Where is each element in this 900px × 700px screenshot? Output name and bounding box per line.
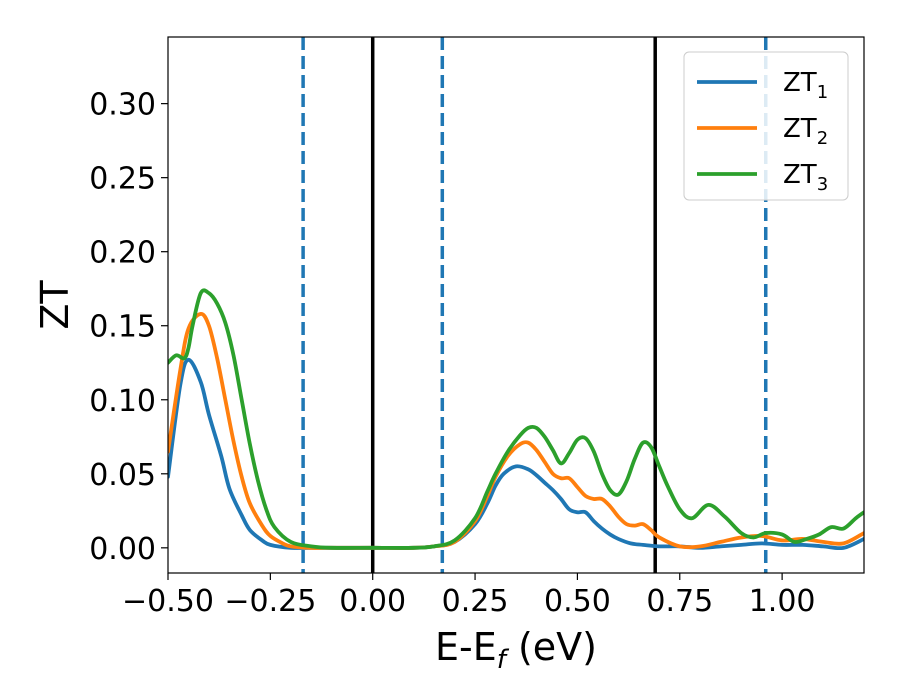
series-line-zt2	[168, 311, 864, 550]
legend-label-zt2: ZT2	[783, 114, 828, 149]
y-tick-label: 0.20	[89, 236, 156, 271]
x-tick-label: −0.25	[224, 584, 316, 619]
x-axis-label: E-Ef (eV)	[435, 625, 597, 675]
reference-lines	[301, 37, 768, 573]
x-tick-label: 1.00	[749, 584, 816, 619]
x-tick-label: 0.50	[544, 584, 611, 619]
legend: ZT1 ZT2 ZT3	[683, 51, 849, 201]
x-axis-label-unit: (eV)	[506, 625, 597, 669]
y-tick-label: 0.30	[89, 88, 156, 123]
y-tick-label: 0.25	[89, 162, 156, 197]
legend-label-zt3: ZT3	[783, 160, 828, 195]
x-tick-label: 0.25	[442, 584, 509, 619]
y-tick-label: 0.00	[89, 532, 156, 567]
x-axis-label-main: E-E	[435, 625, 497, 669]
legend-label-zt1: ZT1	[783, 68, 828, 103]
legend-box	[683, 51, 849, 201]
y-tick-label: 0.05	[89, 458, 156, 493]
y-axis: 0.00 0.05 0.10 0.15 0.20 0.25 0.30	[89, 88, 168, 567]
x-tick-label: 0.75	[646, 584, 713, 619]
x-tick-label: 0.00	[339, 584, 406, 619]
y-axis-label: ZT	[33, 280, 77, 330]
x-axis: −0.50 −0.25 0.00 0.25 0.50 0.75 1.00	[122, 573, 816, 619]
series-line-zt3	[168, 288, 864, 550]
x-tick-label: −0.50	[122, 584, 214, 619]
plot-frame	[167, 36, 865, 574]
series-lines	[168, 288, 864, 551]
y-tick-label: 0.15	[89, 310, 156, 345]
y-tick-label: 0.10	[89, 384, 156, 419]
